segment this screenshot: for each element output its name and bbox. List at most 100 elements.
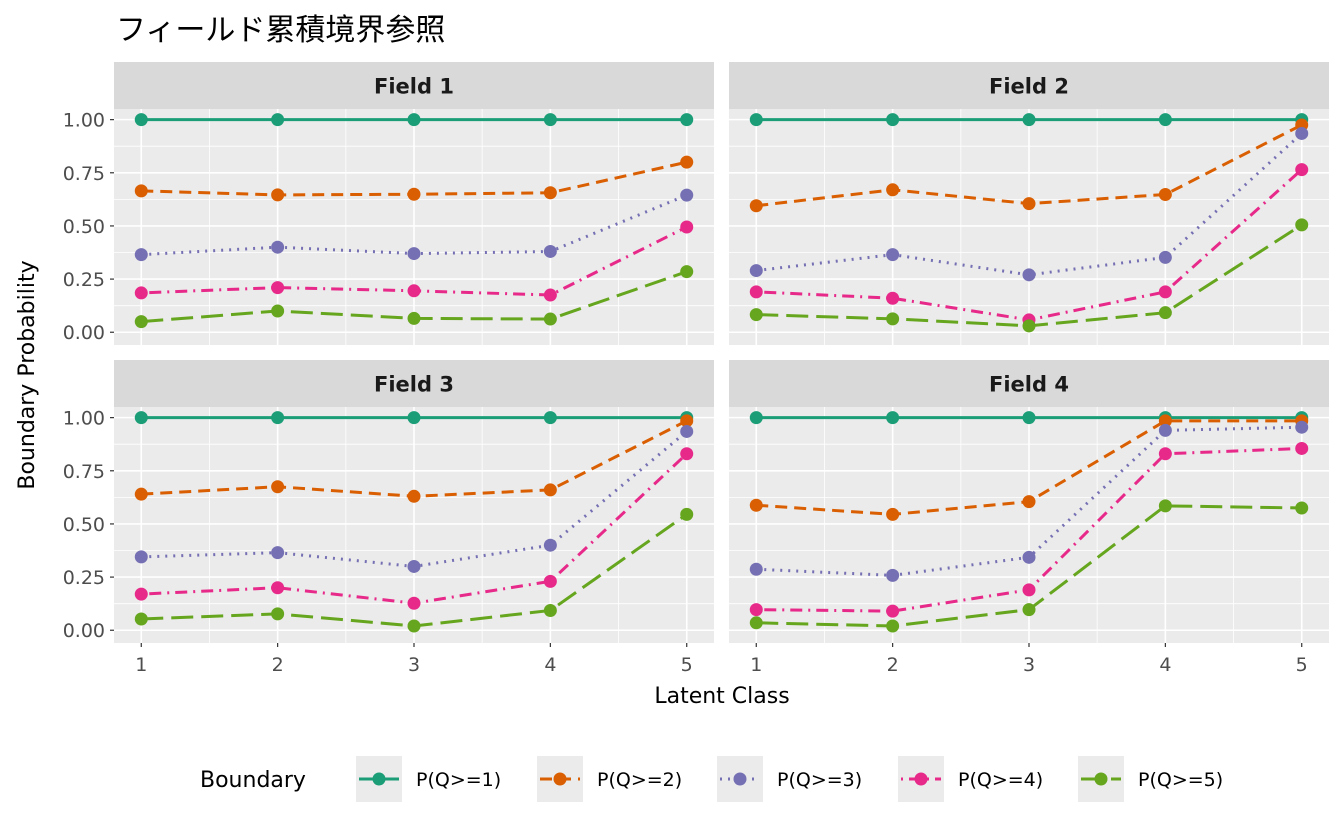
y-tick-label: 0.75	[63, 163, 105, 185]
data-point	[886, 507, 900, 521]
x-tick-label: 2	[887, 654, 899, 676]
data-point	[407, 187, 421, 201]
data-point	[271, 113, 285, 127]
x-axis-label: Latent Class	[654, 684, 789, 709]
data-point	[1158, 423, 1172, 437]
data-point	[749, 562, 763, 576]
y-tick-label: 0.50	[63, 514, 105, 536]
data-point	[886, 248, 900, 262]
legend-label: P(Q>=2)	[597, 769, 682, 791]
legend-item-5: P(Q>=5)	[1078, 756, 1223, 802]
legend-point	[553, 772, 567, 786]
data-point	[134, 550, 148, 564]
facet-strip-label: Field 4	[989, 373, 1069, 397]
x-tick-label: 2	[272, 654, 284, 676]
data-point	[1158, 447, 1172, 461]
data-point	[886, 113, 900, 127]
y-tick-label: 0.50	[63, 216, 105, 238]
legend-point	[914, 772, 928, 786]
legend: Boundary P(Q>=1) P(Q>=2) P(Q>=3) P(Q>=4) P(Q…	[200, 756, 1223, 802]
y-tick-label: 0.75	[63, 461, 105, 483]
facet-strip	[114, 360, 714, 407]
data-point	[886, 291, 900, 305]
legend-point	[1094, 772, 1108, 786]
data-point	[680, 414, 694, 428]
data-point	[749, 498, 763, 512]
data-point	[1158, 499, 1172, 513]
y-tick-label: 0.00	[63, 322, 105, 344]
data-point	[1022, 197, 1036, 211]
data-point	[1295, 163, 1309, 177]
legend-title: Boundary	[200, 768, 306, 793]
data-point	[680, 507, 694, 521]
data-point	[271, 304, 285, 318]
data-point	[271, 607, 285, 621]
y-tick-label: 0.25	[63, 567, 105, 589]
facet-strip	[729, 62, 1329, 109]
facet-strip-label: Field 3	[374, 373, 454, 397]
data-point	[886, 604, 900, 618]
data-point	[749, 199, 763, 213]
legend-label: P(Q>=4)	[958, 769, 1043, 791]
data-point	[680, 113, 694, 127]
data-point	[407, 284, 421, 298]
legend-label: P(Q>=5)	[1138, 769, 1223, 791]
facet-strip	[729, 360, 1329, 407]
data-point	[134, 113, 148, 127]
data-point	[1295, 126, 1309, 140]
data-point	[680, 265, 694, 279]
x-tick-label: 1	[135, 654, 147, 676]
data-point	[407, 559, 421, 573]
data-point	[134, 411, 148, 425]
data-point	[134, 587, 148, 601]
data-point	[680, 155, 694, 169]
data-point	[407, 489, 421, 503]
data-point	[680, 447, 694, 461]
legend-item-2: P(Q>=2)	[537, 756, 682, 802]
data-point	[134, 184, 148, 198]
data-point	[886, 183, 900, 197]
panel-4: Field 4 1 2 3 4 5	[729, 360, 1329, 676]
data-point	[1022, 583, 1036, 597]
data-point	[407, 113, 421, 127]
data-point	[271, 546, 285, 560]
y-axis-label: Boundary Probability	[15, 260, 40, 489]
x-tick-label: 1	[750, 654, 762, 676]
data-point	[1158, 285, 1172, 299]
data-point	[543, 113, 557, 127]
data-point	[886, 619, 900, 633]
data-point	[1022, 603, 1036, 617]
series-line-3	[756, 425, 1302, 577]
x-tick-label: 3	[408, 654, 420, 676]
data-point	[271, 480, 285, 494]
data-point	[543, 186, 557, 200]
legend-label: P(Q>=3)	[777, 769, 862, 791]
data-point	[680, 424, 694, 438]
data-point	[407, 311, 421, 325]
legend-item-1: P(Q>=1)	[356, 756, 501, 802]
data-point	[134, 315, 148, 329]
data-point	[1158, 113, 1172, 127]
data-point	[1022, 319, 1036, 333]
data-point	[407, 619, 421, 633]
x-tick-label: 5	[1296, 654, 1308, 676]
data-point	[543, 574, 557, 588]
y-tick-label: 0.25	[63, 269, 105, 291]
x-tick-label: 5	[681, 654, 693, 676]
legend-label: P(Q>=1)	[416, 769, 501, 791]
data-point	[543, 603, 557, 617]
data-point	[407, 411, 421, 425]
x-tick-label: 4	[544, 654, 556, 676]
y-tick-label: 0.00	[63, 620, 105, 642]
data-point	[886, 568, 900, 582]
data-point	[749, 411, 763, 425]
data-point	[1022, 495, 1036, 509]
data-point	[271, 188, 285, 202]
data-point	[1022, 550, 1036, 564]
data-point	[886, 312, 900, 326]
data-point	[1295, 441, 1309, 455]
data-point	[543, 312, 557, 326]
data-point	[1022, 411, 1036, 425]
data-point	[543, 244, 557, 258]
